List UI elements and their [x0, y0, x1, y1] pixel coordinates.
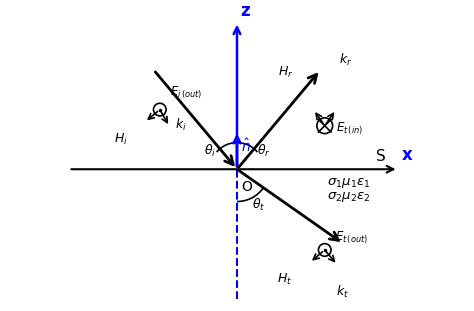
Text: $E_{i\,(out)}$: $E_{i\,(out)}$	[170, 85, 202, 101]
Text: $k_t$: $k_t$	[336, 284, 349, 300]
Text: $E_{t\,(out)}$: $E_{t\,(out)}$	[335, 230, 368, 246]
Text: S: S	[376, 149, 386, 164]
Text: $k_i$: $k_i$	[175, 117, 187, 133]
Text: $E_{t\,(in)}$: $E_{t\,(in)}$	[336, 120, 363, 137]
Text: z: z	[240, 2, 250, 21]
Text: O: O	[241, 180, 252, 194]
Text: $H_r$: $H_r$	[278, 65, 294, 80]
Text: $\sigma_1\mu_1\epsilon_1$: $\sigma_1\mu_1\epsilon_1$	[327, 176, 370, 190]
Text: $H_t$: $H_t$	[277, 272, 292, 287]
Text: $H_i$: $H_i$	[114, 132, 128, 147]
Text: x: x	[402, 146, 413, 164]
Text: $\sigma_2\mu_2\epsilon_2$: $\sigma_2\mu_2\epsilon_2$	[327, 190, 370, 204]
Text: $\theta_i$: $\theta_i$	[204, 143, 216, 159]
Text: $\theta_r$: $\theta_r$	[256, 143, 270, 159]
Text: $k_r$: $k_r$	[339, 52, 353, 68]
Text: $\theta_t$: $\theta_t$	[253, 197, 266, 213]
Text: $\hat{n}$: $\hat{n}$	[241, 138, 251, 156]
